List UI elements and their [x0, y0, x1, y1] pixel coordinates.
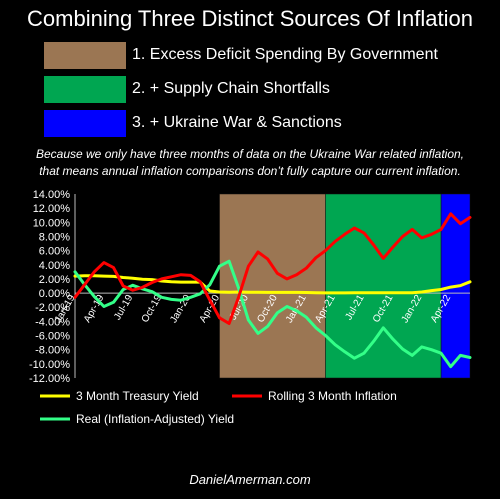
- y-tick-label: 6.00%: [39, 246, 70, 258]
- y-tick-label: 12.00%: [33, 203, 71, 215]
- note-line-1: Because we only have three months of dat…: [35, 147, 465, 161]
- y-tick-label: -10.00%: [29, 359, 70, 371]
- legend-box-ukraine: 3. + Ukraine War & Sanctions: [44, 110, 484, 137]
- footer-credit: DanielAmerman.com: [189, 472, 311, 487]
- ukraine-swatch: [44, 110, 126, 137]
- caption-note: Because we only have three months of dat…: [10, 146, 490, 180]
- legend-label-2: Rolling 3 Month Inflation: [268, 389, 397, 403]
- y-tick-label: 2.00%: [39, 274, 70, 286]
- y-tick-label: -6.00%: [35, 331, 70, 343]
- y-tick-label: 4.00%: [39, 260, 70, 272]
- legend-label-3: Real (Inflation-Adjusted) Yield: [76, 412, 234, 426]
- y-tick-label: -8.00%: [35, 345, 70, 357]
- legend-box-deficit: 1. Excess Deficit Spending By Government: [44, 42, 484, 69]
- y-tick-label: -4.00%: [35, 316, 70, 328]
- supply-chain-swatch: [44, 76, 126, 103]
- deficit-label: 1. Excess Deficit Spending By Government: [132, 46, 438, 63]
- y-tick-label: 10.00%: [33, 217, 71, 229]
- deficit-swatch: [44, 42, 126, 69]
- supply-chain-label: 2. + Supply Chain Shortfalls: [132, 80, 330, 97]
- line-chart: 14.00% 12.00% 10.00% 8.00% 6.00% 4.00% 2.00% 0.…: [29, 189, 472, 426]
- series-line-1: [73, 274, 472, 295]
- shaded-region-1: [219, 193, 326, 379]
- series-line-2: [73, 212, 472, 325]
- legend-label-1: 3 Month Treasury Yield: [76, 389, 199, 403]
- y-tick-label: -2.00%: [35, 302, 70, 314]
- y-tick-label: 14.00%: [33, 189, 71, 201]
- y-tick-label: 0.00%: [39, 288, 70, 300]
- y-tick-label: 8.00%: [39, 231, 70, 243]
- chart-title: Combining Three Distinct Sources Of Infl…: [27, 6, 473, 31]
- y-tick-label: -12.00%: [29, 373, 70, 385]
- ukraine-label: 3. + Ukraine War & Sanctions: [132, 114, 342, 131]
- legend-box-supply-chain: 2. + Supply Chain Shortfalls: [44, 76, 484, 103]
- note-line-2: that means annual inflation comparisons …: [39, 164, 461, 178]
